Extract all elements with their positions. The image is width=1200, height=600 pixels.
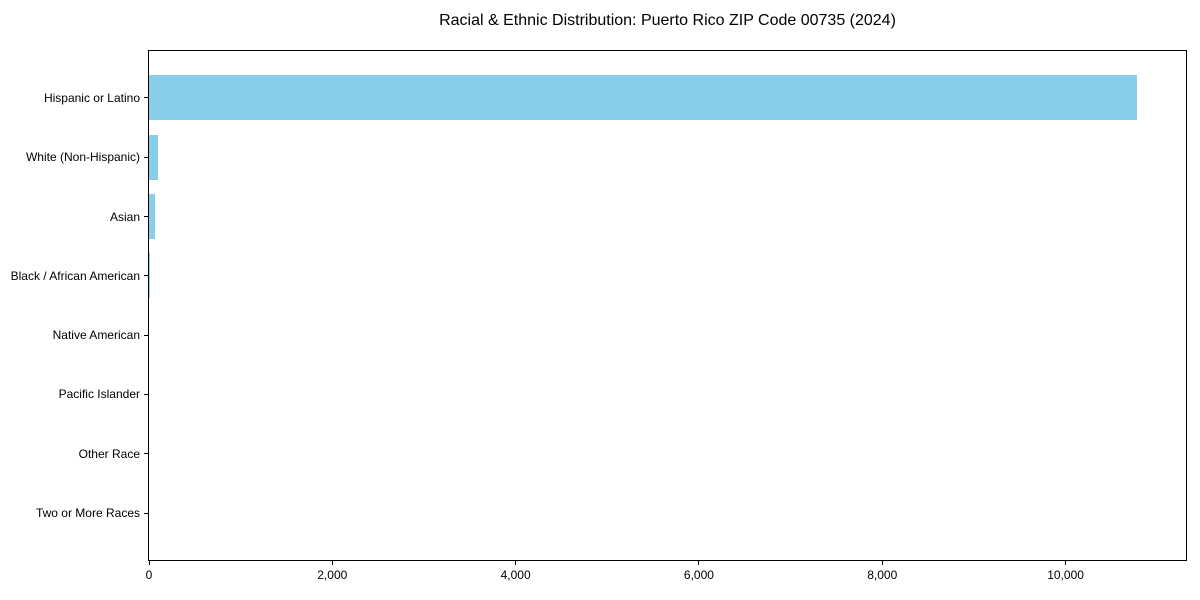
x-tick-mark [698, 561, 700, 565]
bar [149, 194, 155, 239]
x-tick-label: 8,000 [867, 568, 898, 582]
x-tick-mark [515, 561, 517, 565]
x-tick-mark [1065, 561, 1067, 565]
bar [149, 253, 151, 299]
y-tick-mark [144, 216, 148, 217]
y-tick-mark [144, 512, 148, 514]
y-tick-label: Black / African American [10, 268, 140, 283]
y-tick-label: White (Non-Hispanic) [25, 150, 140, 165]
x-tick-mark [148, 561, 150, 565]
y-tick-mark [144, 393, 148, 395]
y-tick-mark [144, 334, 148, 336]
y-tick-mark [144, 156, 148, 158]
x-tick-label: 0 [145, 568, 153, 582]
y-tick-label: Asian [109, 209, 140, 224]
x-tick-label: 10,000 [1047, 568, 1084, 582]
y-tick-mark [144, 453, 148, 455]
y-tick-label: Hispanic or Latino [43, 90, 140, 105]
x-tick-label: 4,000 [500, 568, 531, 582]
chart-title: Racial & Ethnic Distribution: Puerto Ric… [439, 12, 896, 29]
y-tick-label: Native American [52, 328, 140, 343]
x-tick-mark [331, 561, 333, 565]
x-tick-label: 2,000 [317, 568, 348, 582]
bar [149, 75, 1137, 121]
bar [149, 134, 159, 180]
plot-area: Hispanic or Latino White (Non-Hispanic) As… [11, 50, 1187, 582]
x-tick-label: 6,000 [683, 568, 714, 582]
y-tick-label: Other Race [78, 446, 140, 461]
y-tick-mark [144, 97, 148, 99]
x-tick-mark [881, 561, 883, 565]
y-tick-label: Pacific Islander [58, 387, 140, 402]
y-tick-label: Two or More Races [35, 506, 140, 521]
y-tick-mark [144, 275, 148, 277]
